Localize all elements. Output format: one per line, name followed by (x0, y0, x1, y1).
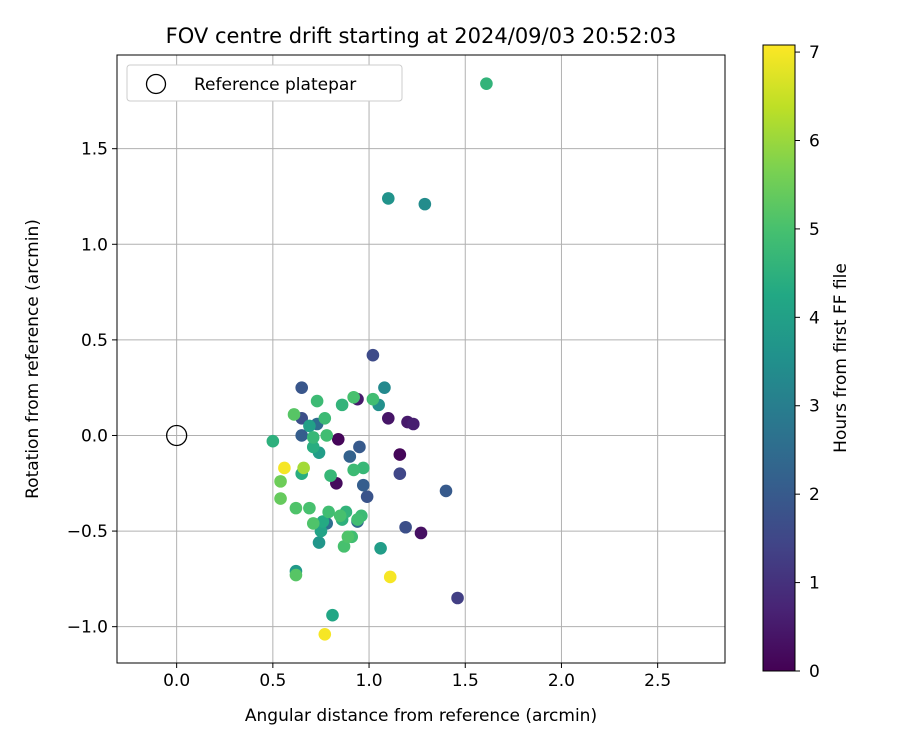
data-point (333, 509, 347, 523)
data-point (318, 628, 332, 641)
x-tick-label: 0.5 (259, 671, 286, 691)
data-point (393, 467, 407, 481)
reference-point (165, 424, 188, 447)
x-tick-label: 2.0 (548, 671, 575, 691)
data-point (306, 431, 320, 444)
colorbar-gradient (762, 44, 796, 672)
legend: Reference platepar (126, 64, 403, 102)
y-tick-label: 0.0 (81, 426, 108, 446)
data-point (274, 492, 287, 505)
data-point (366, 392, 380, 406)
data-point (295, 429, 309, 442)
data-point (303, 501, 316, 515)
x-axis: 0.0 0.5 1.0 1.5 2.0 2.5 (163, 663, 671, 691)
data-point (383, 570, 397, 584)
data-point (374, 541, 387, 555)
y-tick-label: 1.5 (81, 140, 108, 160)
data-point (320, 429, 334, 442)
data-point (266, 434, 280, 448)
points-layer (266, 77, 493, 641)
data-point (324, 469, 337, 482)
colorbar: 0 1 2 3 4 5 6 7 Hours from first FF file (762, 43, 851, 682)
y-tick-label: 0.5 (81, 331, 108, 351)
colorbar-tick-label: 7 (809, 43, 820, 63)
data-point (366, 348, 380, 362)
x-axis-label: Angular distance from reference (arcmin) (245, 706, 597, 726)
data-point (295, 381, 309, 394)
data-point (312, 536, 326, 549)
x-tick-label: 1.5 (452, 671, 479, 691)
data-point (393, 448, 407, 461)
data-point (326, 608, 339, 622)
colorbar-tick-label: 2 (809, 485, 820, 505)
data-point (318, 411, 332, 425)
x-tick-label: 1.0 (356, 671, 383, 691)
colorbar-ticks: 0 1 2 3 4 5 6 7 (795, 43, 820, 682)
data-point (414, 526, 428, 540)
data-point (310, 394, 324, 408)
data-point (306, 517, 320, 530)
data-point (303, 419, 316, 433)
data-point (356, 461, 370, 475)
legend-entry-label: Reference platepar (194, 75, 356, 95)
data-point (322, 505, 335, 519)
data-point (314, 524, 328, 538)
y-tick-label: −1.0 (67, 618, 108, 638)
data-point (480, 77, 493, 90)
data-point (341, 530, 355, 544)
reference-layer (165, 424, 188, 447)
x-tick-label: 2.5 (644, 671, 671, 691)
data-point (278, 461, 291, 475)
colorbar-tick-label: 1 (809, 574, 820, 594)
data-point (407, 417, 420, 431)
data-point (347, 463, 360, 477)
data-point (297, 461, 310, 475)
colorbar-tick-label: 4 (809, 308, 820, 328)
legend-box (126, 64, 403, 102)
data-point (439, 484, 453, 498)
data-point (316, 515, 330, 528)
colorbar-tick-label: 5 (809, 220, 820, 240)
plot-frame (116, 54, 726, 664)
data-point (451, 591, 464, 605)
data-point (287, 408, 301, 421)
colorbar-tick-label: 3 (809, 397, 820, 417)
data-point (381, 192, 395, 205)
data-point (274, 475, 287, 488)
y-tick-label: −0.5 (67, 522, 108, 542)
data-point (347, 390, 360, 404)
data-point (378, 381, 391, 394)
data-point (353, 440, 366, 454)
y-tick-label: 1.0 (81, 235, 108, 255)
data-point (399, 520, 412, 534)
data-point (343, 450, 357, 463)
colorbar-label: Hours from first FF file (831, 263, 851, 453)
legend-open-circle-icon (145, 73, 167, 95)
data-point (306, 440, 320, 454)
data-point (351, 513, 364, 526)
colorbar-tick-label: 0 (809, 662, 820, 682)
data-point (418, 197, 432, 211)
data-point (360, 490, 374, 503)
y-axis: −1.0 −0.5 0.0 0.5 1.0 1.5 (67, 140, 117, 638)
data-point (335, 398, 349, 412)
data-point (331, 433, 345, 446)
data-point (337, 540, 351, 553)
data-point (289, 501, 303, 515)
colorbar-tick-label: 6 (809, 131, 820, 151)
data-point (289, 568, 303, 582)
data-point (381, 411, 395, 425)
data-point (356, 478, 370, 492)
grid (117, 55, 725, 663)
y-axis-label: Rotation from reference (arcmin) (23, 219, 43, 499)
chart-title: FOV centre drift starting at 2024/09/03 … (166, 24, 677, 48)
x-tick-label: 0.0 (163, 671, 190, 691)
